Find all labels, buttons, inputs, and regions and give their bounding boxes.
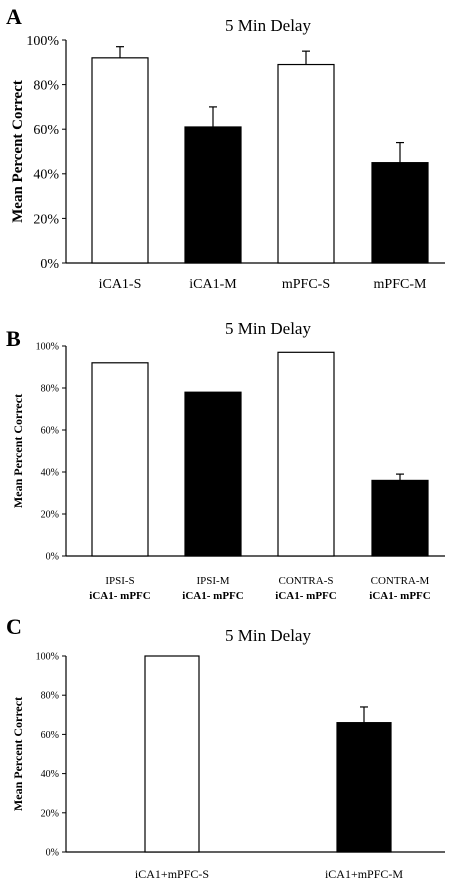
chart-title: 5 Min Delay: [225, 626, 311, 645]
x-tick-label: iCA1+mPFC-S: [135, 867, 209, 881]
x-tick-label: iCA1- mPFC: [182, 590, 243, 602]
y-tick-label: 80%: [41, 384, 59, 395]
y-axis-label: Mean Percent Correct: [10, 80, 26, 223]
y-tick-label: 40%: [33, 168, 59, 183]
x-tick-label: IPSI-S: [105, 575, 134, 587]
y-tick-label: 0%: [46, 848, 59, 859]
panel-letter: B: [6, 326, 21, 351]
y-tick-label: 80%: [41, 691, 59, 702]
y-tick-label: 80%: [33, 79, 59, 94]
bar: [277, 351, 335, 557]
y-tick-label: 100%: [36, 342, 59, 353]
x-tick-label: CONTRA-S: [278, 575, 333, 587]
bar: [184, 126, 242, 264]
x-tick-label: CONTRA-M: [371, 575, 430, 587]
x-tick-label: iCA1-M: [189, 277, 237, 292]
bar: [91, 57, 149, 264]
panel-letter: A: [6, 4, 22, 29]
y-tick-label: 60%: [33, 123, 59, 138]
panel-letter: C: [6, 614, 22, 639]
y-tick-label: 20%: [33, 212, 59, 227]
x-tick-label: iCA1- mPFC: [275, 590, 336, 602]
y-tick-label: 100%: [36, 652, 59, 663]
y-tick-label: 20%: [41, 510, 59, 521]
bar: [91, 362, 149, 557]
chart-panel-a: A 5 Min Delay 0% 20% 40% 60% 80% 100% Mean Perce…: [6, 4, 445, 292]
y-tick-label: 60%: [41, 426, 59, 437]
y-tick-label: 0%: [40, 257, 59, 272]
y-tick-label: 40%: [41, 769, 59, 780]
y-axis-label: Mean Percent Correct: [11, 697, 25, 811]
bar: [277, 63, 335, 264]
x-tick-label: iCA1-S: [99, 277, 142, 292]
x-tick-label: iCA1- mPFC: [369, 590, 430, 602]
y-tick-label: 60%: [41, 730, 59, 741]
bar: [336, 722, 392, 853]
y-tick-label: 0%: [46, 552, 59, 563]
x-tick-label: mPFC-M: [374, 277, 427, 292]
x-tick-label: iCA1- mPFC: [89, 590, 150, 602]
y-tick-label: 20%: [41, 808, 59, 819]
y-tick-label: 100%: [26, 34, 59, 49]
chart-panel-b: B 5 Min Delay 0% 20% 40% 60% 80% 100% Mean Perce…: [6, 319, 445, 602]
bar: [371, 479, 429, 557]
bar: [371, 162, 429, 264]
bar: [184, 391, 242, 557]
y-tick-label: 40%: [41, 468, 59, 479]
chart-title: 5 Min Delay: [225, 16, 311, 35]
bar: [144, 655, 200, 853]
x-tick-label: iCA1+mPFC-M: [325, 867, 403, 881]
x-tick-label: mPFC-S: [282, 277, 330, 292]
x-tick-label: IPSI-M: [196, 575, 229, 587]
chart-title: 5 Min Delay: [225, 319, 311, 338]
y-axis-label: Mean Percent Correct: [11, 394, 25, 508]
chart-panel-c: C 5 Min Delay 0% 20% 40% 60% 80% 100% Mean Perce…: [6, 614, 445, 881]
